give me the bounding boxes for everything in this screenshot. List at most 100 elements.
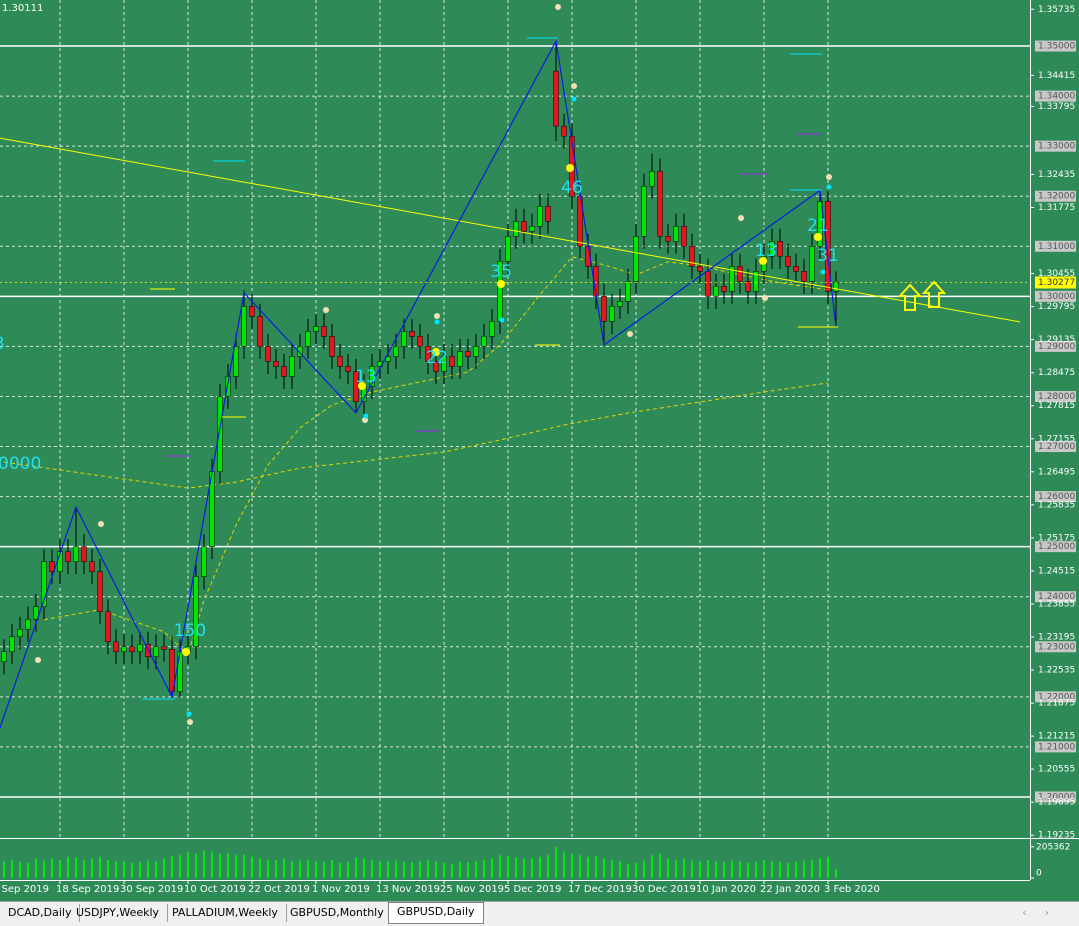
y-tick-label: 1.19895 [1038,798,1075,808]
level-box [1035,90,1076,102]
y-tick-label: 1.27815 [1038,401,1075,411]
dot [826,174,832,180]
level-box [1035,691,1076,703]
tab[interactable]: GBPUSD,Monthly [282,904,393,922]
candle-body [129,646,135,653]
candle-body [289,356,295,377]
dot [571,96,577,102]
y-tick-label: 1.32000 [1038,192,1075,202]
candle-body [817,200,823,247]
y-tick-label: 1.31775 [1038,203,1075,213]
candle-body [465,351,471,357]
candle-body [25,618,31,630]
dot [814,233,822,241]
candle-body [745,281,751,292]
candle-body [753,271,759,292]
x-tick-label: 17 Dec 2019 [568,884,632,895]
y-tick-label: 1.19235 [1038,831,1075,841]
dot [762,295,768,301]
candle-body [105,611,111,643]
tab[interactable]: DCAD,Daily [0,904,81,922]
level-box [1035,441,1076,453]
candle-body [321,326,327,337]
level-box [1035,591,1076,603]
tab-bar: ‹› DCAD,Daily USDJPY,Weekly PALLADIUM,Week… [0,901,1079,926]
candle-body [297,346,303,357]
y-tick-label: 1.29135 [1038,335,1075,345]
dot [358,382,366,390]
y-tick-label: 1.29000 [1038,342,1075,352]
candle-body [457,351,463,367]
candle-body [513,221,519,237]
y-tick-label: 0 [1036,869,1042,879]
x-tick-label: 13 Nov 2019 [376,884,440,895]
y-tick-label: 1.27155 [1038,434,1075,444]
y-tick-label: 1.24000 [1038,592,1075,602]
candle-body [345,366,351,372]
y-tick-label: 1.21000 [1038,742,1075,752]
dot [35,657,41,663]
y-tick-label: 1.28475 [1038,368,1075,378]
dot [759,257,767,265]
y-tick-label: 1.33000 [1038,142,1075,152]
candle-body [401,331,407,347]
candle-body [153,646,159,658]
candle-body [689,246,695,267]
candle-body [9,636,15,653]
y-tick-label: 1.34000 [1038,92,1075,102]
y-tick-label: 1.31000 [1038,242,1075,252]
y-tick-label: 1.23000 [1038,642,1075,652]
annotation: 35 [490,262,512,282]
tab[interactable]: GBPUSD,Daily [388,902,484,924]
y-tick-label: 1.20000 [1038,792,1075,802]
level-markers [142,37,838,700]
dot [98,521,104,527]
candle-body [73,546,79,562]
candle-body [721,286,727,292]
level-box [1035,641,1076,653]
dot [362,417,368,423]
dot [434,319,440,325]
level-box [1035,40,1076,52]
annotation: 150 [174,621,206,641]
candle-body [225,376,231,397]
candle-body [137,644,143,653]
tab[interactable]: USDJPY,Weekly [68,904,169,922]
dot [363,413,369,419]
candle-body [161,646,167,650]
x-tick-label: 30 Dec 2019 [632,884,696,895]
annotation: 22 [426,348,448,368]
candle-body [305,331,311,347]
level-box [1035,791,1076,803]
candle-body [537,205,543,227]
candle-body [793,266,799,272]
scroll-arrows[interactable]: ‹› [1022,906,1067,919]
y-tick-label: 1.33795 [1038,102,1075,112]
annotation: 21 [807,216,829,236]
candle-body [193,576,199,648]
candle-body [113,641,119,653]
candle-body [249,306,255,317]
candle-body [825,200,831,292]
dot [738,215,744,221]
y-tick-label: 1.24515 [1038,566,1075,576]
candle-body [265,346,271,362]
arrow [921,280,947,308]
x-tick-label: 22 Oct 2019 [248,884,310,895]
dot [499,317,505,323]
candle-body [481,336,487,347]
dot [323,307,329,313]
y-tick-label: 1.27000 [1038,442,1075,452]
dot [186,711,192,717]
y-tick-label: 1.22535 [1038,666,1075,676]
candle-body [473,346,479,357]
moving-average [3,382,829,489]
candle-body [273,361,279,367]
candle-body [801,271,807,282]
dot [555,4,561,10]
x-tick-label: 1 Nov 2019 [312,884,370,895]
level-box [1035,541,1076,553]
candle-body [737,266,743,282]
y-tick-label: 1.30000 [1038,292,1075,302]
tab[interactable]: PALLADIUM,Weekly [164,904,287,922]
